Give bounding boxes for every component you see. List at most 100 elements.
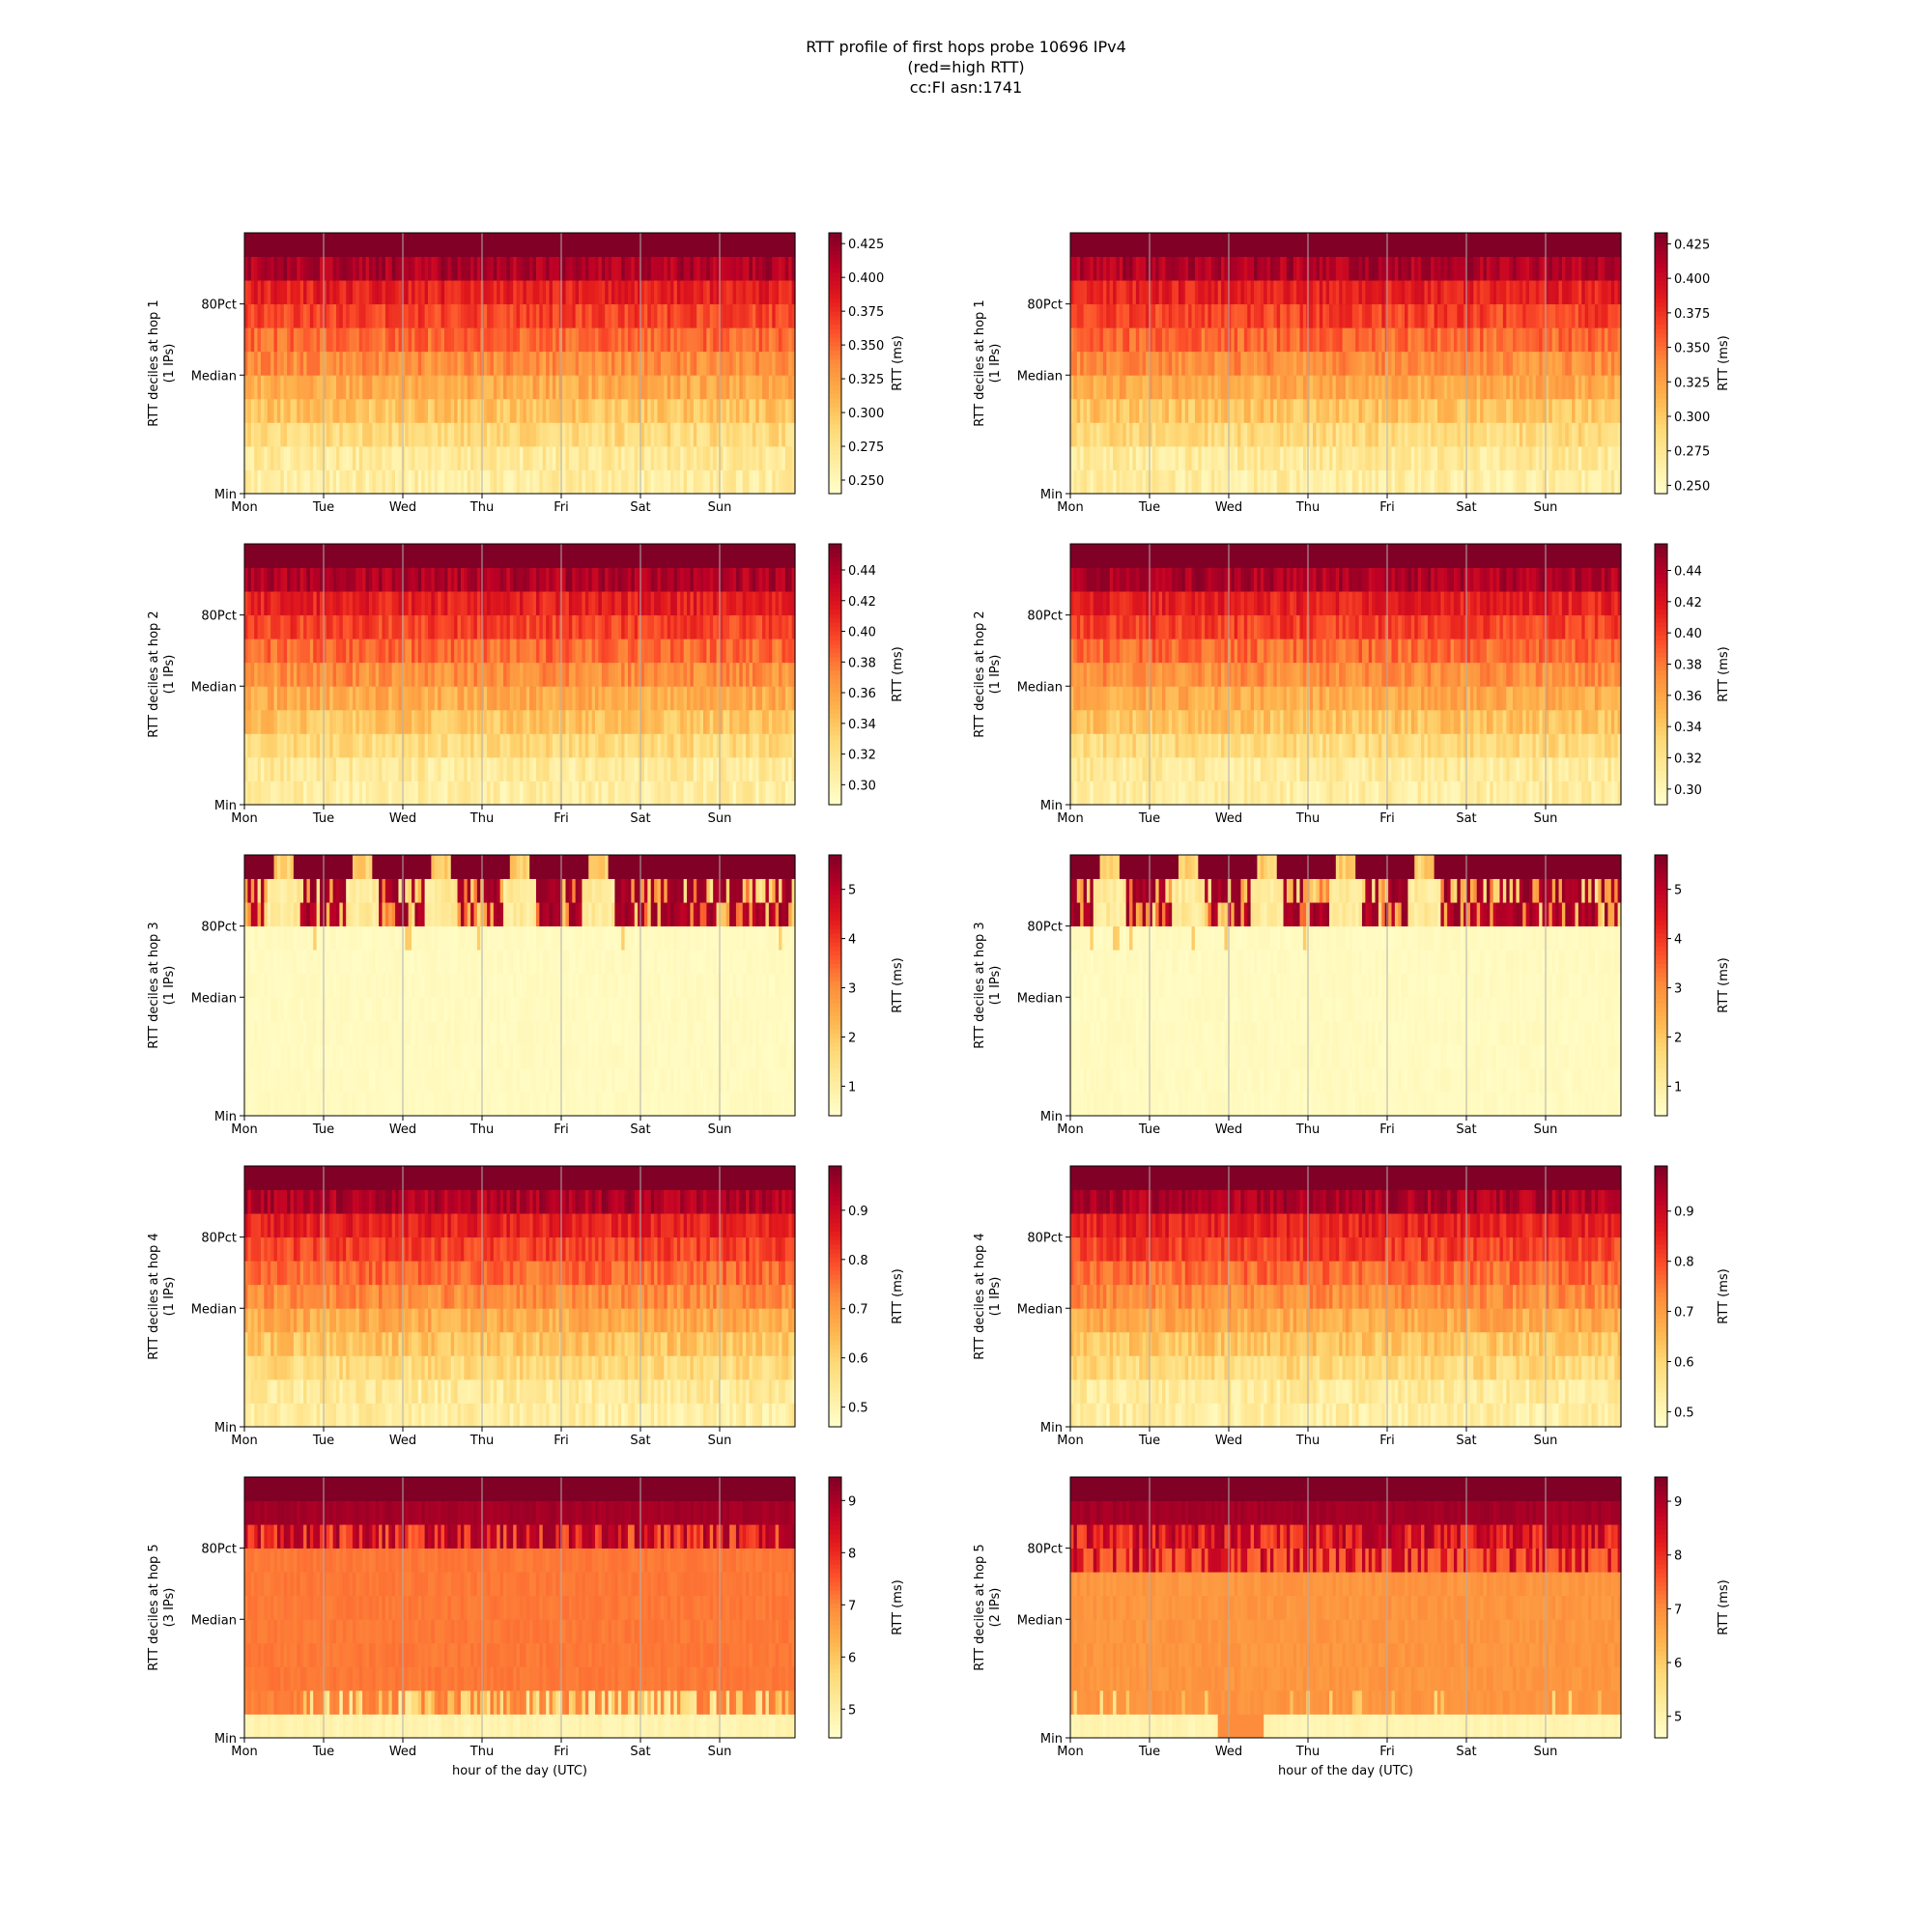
- heatmap-cell: [290, 422, 295, 447]
- heatmap-cell: [1539, 445, 1544, 470]
- heatmap-cell: [1214, 351, 1219, 376]
- heatmap-cell: [1572, 375, 1577, 400]
- heatmap-cell: [342, 662, 347, 687]
- colorbar-tick-label: 0.325: [1674, 376, 1710, 390]
- colorbar-segment: [829, 402, 841, 408]
- heatmap-cell: [1260, 280, 1264, 305]
- heatmap-cell: [746, 303, 751, 328]
- heatmap-cell: [450, 686, 455, 711]
- heatmap-cell: [775, 233, 780, 257]
- heatmap-cell: [499, 469, 504, 495]
- heatmap-cell: [254, 686, 259, 711]
- heatmap-cell: [706, 303, 711, 328]
- heatmap-cell: [1221, 280, 1226, 305]
- heatmap-cell: [1080, 280, 1085, 305]
- colorbar-segment: [1655, 259, 1667, 265]
- heatmap-cell: [323, 445, 327, 470]
- heatmap-cell: [775, 327, 780, 353]
- heatmap-cell: [1584, 398, 1589, 423]
- heatmap-cell: [535, 398, 540, 423]
- heatmap-cell: [1132, 469, 1137, 495]
- heatmap-cell: [1486, 375, 1491, 400]
- heatmap-cell: [1329, 327, 1334, 353]
- heatmap-cell: [375, 303, 380, 328]
- heatmap-cell: [1575, 280, 1579, 305]
- heatmap-cell: [568, 280, 573, 305]
- heatmap-cell: [405, 351, 410, 376]
- heatmap-cell: [250, 733, 255, 758]
- heatmap-cell: [280, 639, 285, 664]
- heatmap-cell: [768, 256, 773, 281]
- heatmap-cell: [1329, 375, 1334, 400]
- heatmap-cell: [725, 662, 730, 687]
- heatmap-cell: [631, 781, 636, 806]
- heatmap-cell: [1109, 256, 1114, 281]
- heatmap-cell: [1283, 445, 1288, 470]
- heatmap-cell: [1286, 422, 1291, 447]
- heatmap-cell: [506, 233, 511, 257]
- heatmap-cell: [280, 375, 285, 400]
- heatmap-cell: [1525, 375, 1530, 400]
- heatmap-cell: [1099, 303, 1104, 328]
- colorbar-segment: [829, 276, 841, 282]
- heatmap-cell: [332, 639, 337, 664]
- heatmap-cell: [1434, 327, 1438, 353]
- heatmap-cell: [703, 709, 707, 734]
- heatmap-cell: [516, 686, 521, 711]
- heatmap-cell: [680, 256, 685, 281]
- heatmap-cell: [506, 351, 511, 376]
- heatmap-cell: [1434, 280, 1438, 305]
- heatmap-cell: [509, 469, 514, 495]
- heatmap-cell: [572, 327, 577, 353]
- heatmap-cell: [1162, 469, 1166, 495]
- heatmap-cell: [552, 280, 556, 305]
- heatmap-cell: [526, 733, 530, 758]
- heatmap-cell: [306, 662, 311, 687]
- heatmap-cell: [276, 639, 281, 664]
- heatmap-cell: [332, 398, 337, 423]
- heatmap-cell: [1525, 233, 1530, 257]
- heatmap-cell: [1165, 327, 1170, 353]
- heatmap-cell: [667, 351, 671, 376]
- heatmap-cell: [1165, 233, 1170, 257]
- heatmap-cell: [638, 303, 642, 328]
- heatmap-cell: [1214, 233, 1219, 257]
- heatmap-cell: [657, 233, 662, 257]
- heatmap-cell: [405, 280, 410, 305]
- heatmap-cell: [473, 709, 478, 734]
- heatmap-cell: [1227, 351, 1232, 376]
- heatmap-cell: [424, 303, 429, 328]
- heatmap-cell: [1293, 280, 1297, 305]
- heatmap-cell: [490, 445, 495, 470]
- heatmap-cell: [1437, 469, 1441, 495]
- heatmap-cell: [434, 756, 439, 781]
- heatmap-cell: [693, 280, 697, 305]
- heatmap-cell: [713, 686, 718, 711]
- heatmap-cell: [1076, 280, 1081, 305]
- heatmap-cell: [1368, 233, 1373, 257]
- heatmap-cell: [624, 686, 629, 711]
- heatmap-cell: [438, 422, 442, 447]
- heatmap-cell: [417, 469, 422, 495]
- heatmap-cell: [1093, 256, 1097, 281]
- heatmap-cell: [267, 280, 271, 305]
- heatmap-cell: [1457, 375, 1462, 400]
- heatmap-cell: [621, 445, 626, 470]
- heatmap-cell: [657, 733, 662, 758]
- heatmap-cell: [1125, 445, 1130, 470]
- heatmap-cell: [1243, 280, 1248, 305]
- heatmap-cell: [1198, 233, 1203, 257]
- heatmap-cell: [408, 686, 412, 711]
- heatmap-cell: [1365, 233, 1370, 257]
- heatmap-cell: [572, 351, 577, 376]
- heatmap-cell: [320, 756, 325, 781]
- heatmap-cell: [1175, 445, 1179, 470]
- heatmap-cell: [670, 662, 675, 687]
- heatmap-cell: [1322, 327, 1327, 353]
- heatmap-cell: [1405, 469, 1409, 495]
- heatmap-cell: [676, 781, 681, 806]
- heatmap-cell: [693, 233, 697, 257]
- heatmap-cell: [1431, 351, 1435, 376]
- heatmap-cell: [303, 351, 308, 376]
- heatmap-cell: [299, 280, 304, 305]
